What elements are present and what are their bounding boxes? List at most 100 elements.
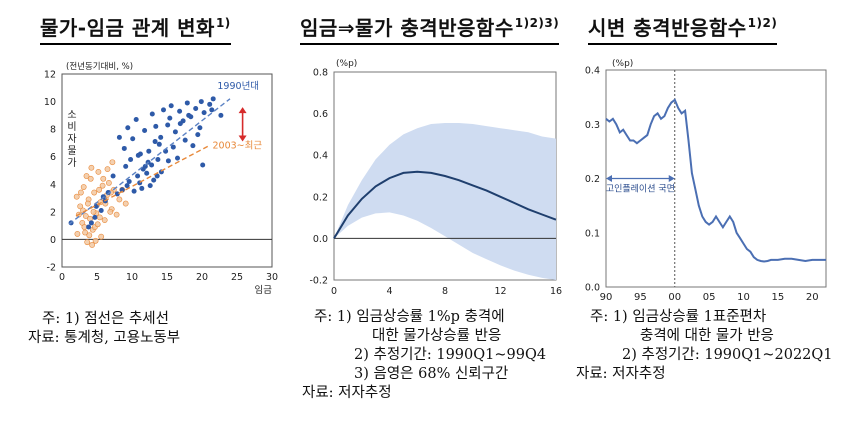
gap-arrow-head-up bbox=[238, 107, 247, 114]
panel2-note-2: 대한 물가상승률 반응 bbox=[372, 328, 502, 344]
y-axis-label-char: 비 bbox=[67, 121, 76, 133]
scatter-point-1990 bbox=[142, 163, 148, 169]
plot-frame bbox=[61, 73, 273, 268]
y-tick-label: 0.0 bbox=[585, 283, 600, 294]
scatter-point-1990 bbox=[125, 125, 131, 131]
irf-chart: -0.2 0.0 0.2 0.4 0.6 0.8 0 4 8 12 16 (%p) bbox=[309, 59, 562, 297]
scatter-point-2003 bbox=[98, 233, 105, 240]
scatter-point-2003 bbox=[96, 186, 102, 193]
scatter-point-2003 bbox=[82, 229, 88, 236]
x-tick-label: 16 bbox=[550, 286, 562, 297]
panel1-title: 물가-임금 관계 변화1) bbox=[40, 12, 231, 45]
scatter-point-2003 bbox=[101, 217, 108, 224]
scatter-point-2003 bbox=[109, 159, 116, 166]
scatter-point-1990 bbox=[152, 139, 158, 145]
scatter-point-1990 bbox=[119, 187, 125, 193]
scatter-point-1990 bbox=[195, 132, 201, 138]
x-tick-label: 5 bbox=[94, 272, 100, 283]
scatter-point-2003 bbox=[94, 221, 101, 228]
scatter-point-1990 bbox=[201, 110, 207, 116]
panel3-title-sup: 1)2) bbox=[747, 16, 778, 31]
y-tick-label: 0 bbox=[50, 235, 56, 246]
confidence-band bbox=[334, 123, 556, 280]
scatter-point-2003 bbox=[91, 189, 98, 196]
y-tick-label: 0.2 bbox=[313, 192, 328, 203]
scatter-point-1990 bbox=[110, 173, 116, 179]
y-tick-label: 0.8 bbox=[313, 68, 328, 79]
scatter-point-1990 bbox=[131, 188, 137, 194]
y-axis-label-char: 물 bbox=[67, 145, 76, 157]
panel-wage-price-irf: 임금⇒물가 충격반응함수1)2)3) -0.2 0.0 0.2 0.4 0.6 0.8 0 4… bbox=[290, 0, 570, 433]
scatter-point-1990 bbox=[158, 134, 164, 140]
scatter-point-1990 bbox=[92, 214, 98, 220]
x-axis-label: 임금 bbox=[255, 284, 273, 296]
scatter-point-1990 bbox=[177, 121, 183, 127]
scatter-point-2003 bbox=[104, 166, 111, 173]
scatter-point-1990 bbox=[156, 141, 162, 147]
scatter-point-1990 bbox=[177, 108, 183, 114]
y-tick-label: 0.4 bbox=[585, 66, 600, 77]
scatter-point-1990 bbox=[128, 156, 134, 162]
scatter-point-2003 bbox=[90, 208, 97, 215]
x-tick-label: 10 bbox=[737, 292, 750, 300]
scatter-point-2003 bbox=[106, 180, 112, 186]
trend-line-1990 bbox=[68, 98, 231, 225]
scatter-point-1990 bbox=[144, 170, 150, 176]
y-tick-label: 0.0 bbox=[313, 234, 328, 245]
trend-line-2003 bbox=[75, 145, 210, 217]
scatter-point-1990 bbox=[123, 163, 129, 169]
panel3-note-4: 자료: 저자추정 bbox=[576, 366, 666, 382]
scatter-point-1990 bbox=[209, 107, 215, 113]
scatter-point-1990 bbox=[161, 107, 166, 113]
panel3-note-3: 2) 추정기간: 1990Q1~2022Q1 bbox=[622, 347, 833, 363]
scatter-point-1990 bbox=[147, 183, 153, 189]
scatter-point-1990 bbox=[135, 173, 141, 179]
y-tick-label: 0.4 bbox=[313, 151, 328, 162]
scatter-point-2003 bbox=[92, 237, 99, 244]
y-tick-label: 4 bbox=[50, 180, 56, 191]
response-line bbox=[333, 170, 557, 239]
scatter-point-2003 bbox=[88, 164, 95, 171]
scatter-point-1990 bbox=[135, 152, 141, 158]
regime-arrow-head-right bbox=[668, 175, 675, 182]
y-tick-label: 0.6 bbox=[313, 109, 328, 120]
scatter-point-2003 bbox=[83, 173, 90, 179]
x-tick-label: 20 bbox=[196, 272, 208, 283]
scatter-point-1990 bbox=[190, 143, 196, 149]
x-tick-label: 15 bbox=[161, 272, 173, 283]
unit-label: (전년동기대비, %) bbox=[66, 61, 133, 72]
scatter-point-2003 bbox=[80, 184, 87, 190]
y-tick-label: 2 bbox=[50, 207, 56, 218]
scatter-point-1990 bbox=[114, 191, 120, 197]
scatter-point-2003 bbox=[99, 182, 106, 189]
scatter-point-1990 bbox=[197, 125, 203, 131]
y-axis-label-char: 자 bbox=[67, 133, 76, 145]
y-tick-label: 10 bbox=[44, 97, 56, 108]
y-tick-label: 12 bbox=[44, 70, 56, 81]
scatter-point-2003 bbox=[77, 203, 84, 210]
x-tick-label: 0 bbox=[59, 272, 65, 283]
panel1-note-2: 자료: 통계청, 고용노동부 bbox=[28, 330, 181, 346]
scatter-point-2003 bbox=[82, 213, 89, 219]
scatter-point-1990 bbox=[142, 128, 148, 134]
scatter-point-1990 bbox=[139, 185, 145, 191]
x-tick-label: 00 bbox=[668, 292, 681, 300]
x-tick-label: 05 bbox=[703, 292, 716, 300]
panel1-note-1: 주: 1) 점선은 추세선 bbox=[42, 311, 169, 327]
scatter-point-2003 bbox=[85, 200, 91, 207]
x-tick-label: 20 bbox=[806, 292, 819, 300]
scatter-point-1990 bbox=[153, 123, 159, 129]
scatter-point-1990 bbox=[200, 162, 206, 168]
scatter-point-2003 bbox=[100, 175, 107, 182]
legend-label-1990: 1990년대 bbox=[217, 81, 259, 92]
panel3-note-2: 충격에 대한 물가 반응 bbox=[640, 328, 774, 344]
scatter-point-1990 bbox=[186, 112, 192, 118]
y-tick-label: 0.3 bbox=[585, 120, 600, 131]
scatter-point-1990 bbox=[175, 155, 180, 161]
x-tick-label: 12 bbox=[494, 286, 506, 297]
scatter-point-2003 bbox=[84, 239, 91, 246]
scatter-point-1990 bbox=[149, 162, 155, 168]
scatter-point-1990 bbox=[116, 134, 122, 140]
y-tick-label: 8 bbox=[50, 125, 56, 136]
